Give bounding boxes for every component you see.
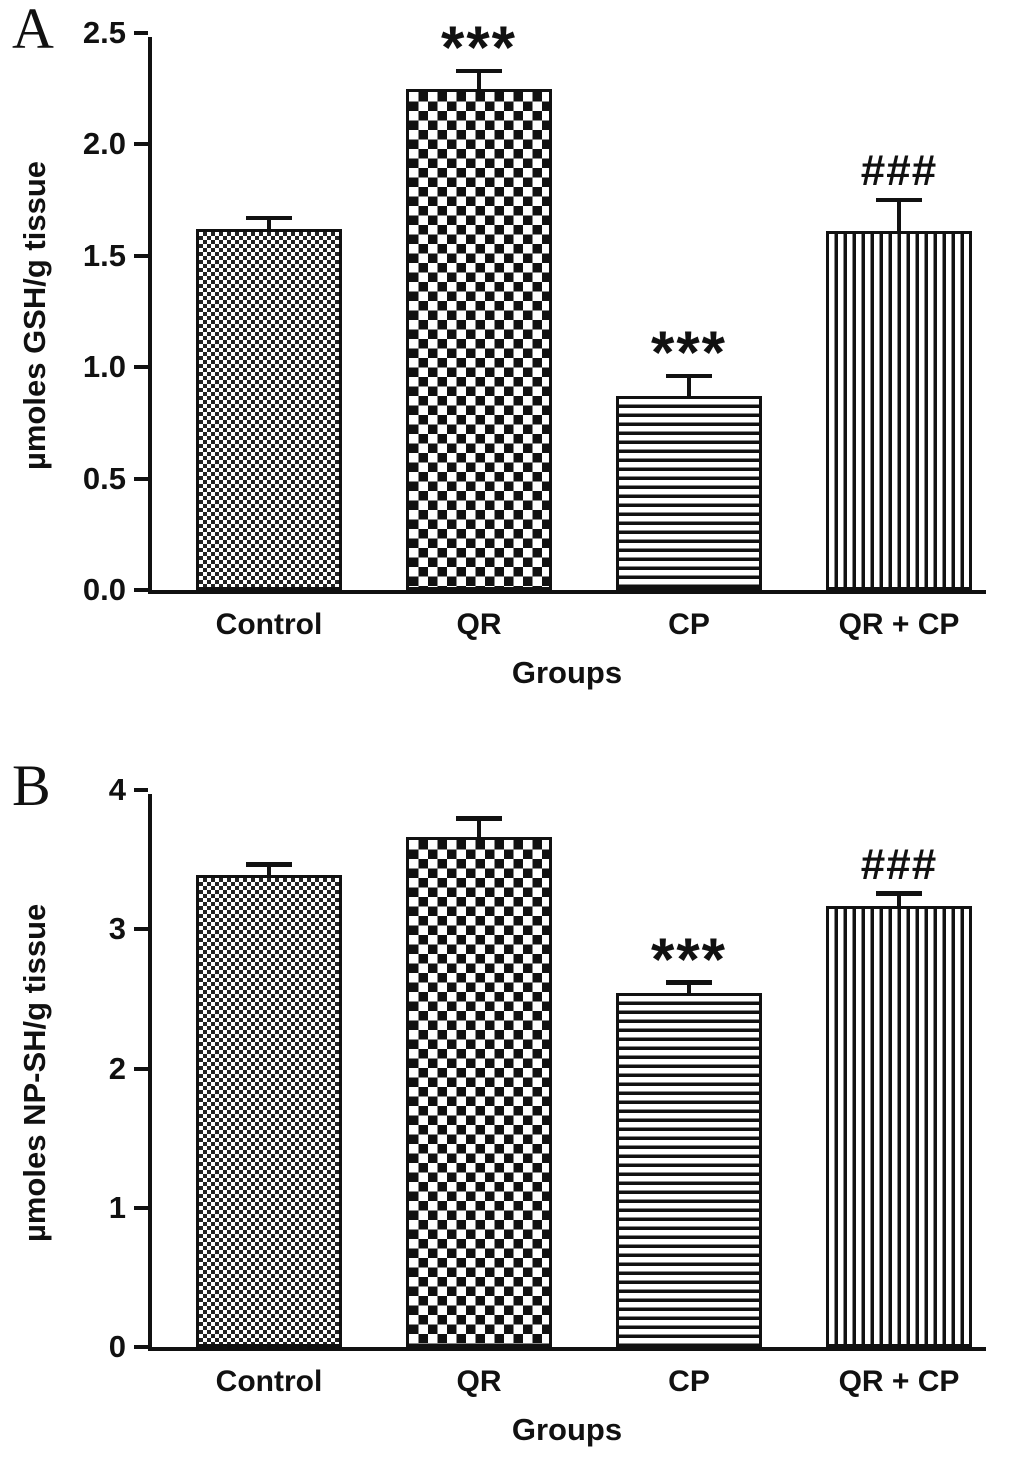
y-tick-label: 2.0 (82, 126, 126, 162)
significance-label: *** (650, 319, 728, 387)
y-tick-mark (134, 1066, 148, 1071)
panel-a: A µmoles GSH/g tissue 0.0 0.5 1.0 1.5 2.0 2.5… (0, 0, 1015, 704)
error-bar-cap (876, 891, 922, 896)
error-bar-cap (456, 68, 502, 74)
significance-label: ### (860, 146, 938, 196)
error-bar-cap (666, 980, 712, 985)
y-tick-mark (134, 253, 148, 258)
error-bar-stem (267, 220, 271, 230)
y-tick-label: 0 (108, 1329, 126, 1364)
x-tick-label-qr: QR (456, 1365, 502, 1398)
y-tick-label: 4 (108, 772, 126, 807)
y-tick-label: 0.0 (82, 572, 126, 607)
y-tick-mark (134, 588, 148, 592)
panel-a-letter: A (12, 0, 54, 61)
panel-b-letter: B (12, 753, 51, 818)
error-bar-cap (246, 215, 292, 221)
x-tick-label-control: Control (215, 608, 323, 641)
error-bar-stem (267, 866, 271, 875)
panel-b-plot-area: 0 1 2 3 4 Control QR *** CP ### QR + CP (109, 773, 986, 1398)
y-tick-mark (134, 365, 148, 370)
y-tick-mark (134, 476, 148, 481)
error-bar-stem (477, 73, 481, 89)
panel-a-plot-area: 0.0 0.5 1.0 1.5 2.0 2.5 Control *** QR *** CP ### QR… (83, 16, 986, 641)
y-tick-label: 2.5 (82, 15, 126, 50)
significance-label: *** (440, 14, 518, 82)
x-tick-label-cp: CP (668, 608, 710, 641)
panel-a-x-axis-title: Groups (511, 655, 623, 690)
error-bar-stem (477, 820, 481, 838)
y-tick-label: 1.5 (82, 237, 126, 273)
error-bar-cap (456, 816, 502, 821)
bar-qr (406, 88, 552, 590)
x-tick-label-qr-cp: QR + CP (838, 1365, 960, 1398)
bar-control (196, 874, 342, 1347)
significance-label: ### (860, 839, 938, 889)
bar-qr-cp (826, 905, 972, 1347)
y-tick-label: 1 (108, 1189, 126, 1225)
x-tick-label-control: Control (215, 1365, 323, 1398)
error-bar-cap (246, 862, 292, 867)
error-bar-cap (666, 373, 712, 379)
y-tick-mark (134, 31, 148, 35)
bar-control (196, 229, 342, 590)
error-bar-stem (687, 378, 691, 397)
bar-qr-cp (826, 231, 972, 590)
y-tick-mark (134, 142, 148, 147)
y-tick-label: 1.0 (82, 349, 126, 385)
y-tick-label: 2 (108, 1050, 126, 1086)
bar-cp (616, 993, 762, 1347)
panel-a-y-axis-title: µmoles GSH/g tissue (17, 161, 52, 471)
panel-b-x-axis-title: Groups (511, 1412, 623, 1447)
significance-label: *** (650, 925, 728, 993)
x-tick-label-qr-cp: QR + CP (838, 608, 960, 641)
y-tick-mark (134, 1345, 148, 1349)
bar-qr (406, 837, 552, 1347)
x-tick-label-qr: QR (456, 608, 502, 641)
error-bar-stem (897, 202, 901, 232)
x-tick-label-cp: CP (668, 1365, 710, 1398)
y-tick-mark (134, 1205, 148, 1210)
error-bar-stem (897, 895, 901, 906)
error-bar-stem (687, 984, 691, 994)
y-tick-mark (134, 788, 148, 792)
y-tick-label: 0.5 (82, 460, 126, 496)
error-bar-cap (876, 197, 922, 203)
y-tick-mark (134, 927, 148, 932)
panel-b: B µmoles NP-SH/g tissue 0 1 2 3 4 Control QR **… (0, 757, 1015, 1461)
bar-cp (616, 396, 762, 590)
y-tick-label: 3 (108, 911, 126, 947)
